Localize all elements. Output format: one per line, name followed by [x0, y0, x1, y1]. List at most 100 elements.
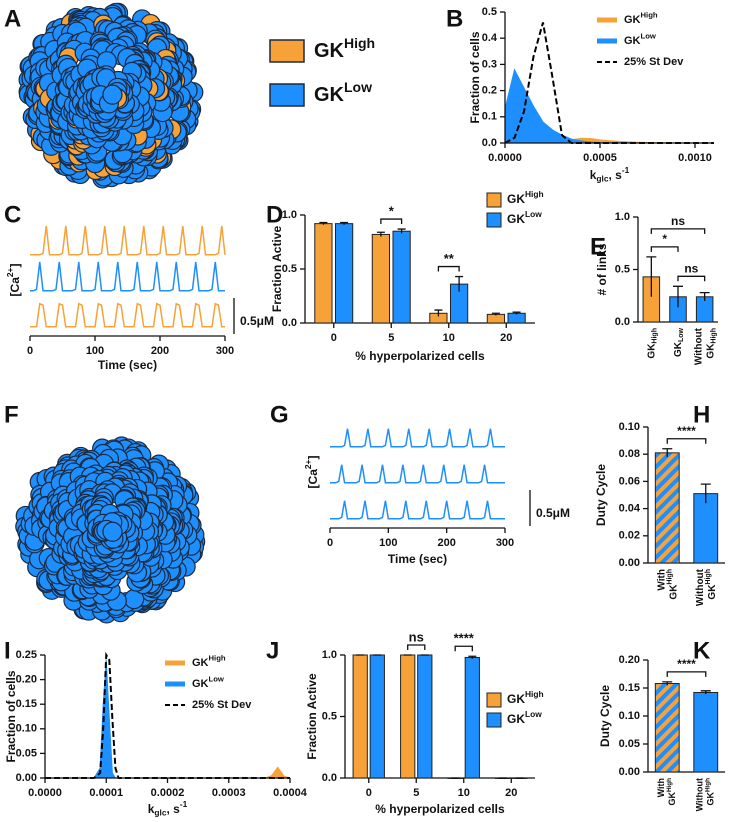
legend-label: GKLow [507, 209, 542, 226]
x-axis-label: kglc, s-1 [590, 165, 630, 183]
legend-swatch [486, 692, 502, 708]
trace-line [30, 225, 226, 256]
bar [417, 654, 433, 779]
x-tick-label-part: With [656, 569, 667, 591]
y-tick-label: 0.00 [16, 772, 37, 784]
x-tick-label: Without [695, 778, 705, 811]
x-tick-label-part: GK [706, 584, 717, 600]
x-axis-label: Time (sec) [98, 358, 157, 372]
legend-label-part: GK [624, 14, 641, 26]
legend-swatch [486, 212, 502, 228]
error-bar [662, 448, 673, 457]
legend-label-part: GK [624, 35, 641, 47]
x-tick-label: With [656, 569, 667, 591]
x-axis-label-part: -1 [180, 799, 188, 809]
legend-label-part: High [525, 189, 544, 199]
y-axis-label-part: 2+ [5, 267, 15, 277]
bar [507, 312, 526, 324]
x-axis-label-part: , s [609, 168, 623, 182]
x-tick-label: 200 [437, 537, 455, 549]
x-tick-label: 20 [505, 787, 517, 799]
bar [693, 493, 719, 564]
bar [654, 452, 680, 564]
y-tick-label: 1.0 [282, 209, 297, 221]
y-tick-label: 0.00 [619, 557, 640, 569]
panel-label: B [446, 5, 463, 32]
x-tick-label-part: High [704, 778, 711, 792]
significance-label: **** [677, 657, 696, 671]
x-tick-label: 20 [500, 332, 512, 344]
legend-label: GKHigh [507, 189, 544, 206]
line [45, 651, 290, 779]
legend-label-part: High [209, 654, 226, 663]
x-tick-label: 100 [86, 345, 104, 357]
x-tick-label: 0 [366, 787, 372, 799]
y-tick-label: 0.5 [615, 263, 630, 275]
legend-label-part: GK [314, 40, 345, 62]
legend-label: GKLow [192, 675, 224, 690]
x-tick-label-part: High [666, 569, 673, 585]
significance-label: **** [677, 424, 696, 438]
y-axis-label: Fraction Active [305, 673, 319, 760]
bar [693, 691, 719, 773]
bar [392, 230, 411, 324]
x-tick-label-part: GK [706, 791, 716, 805]
legend-swatch [269, 83, 305, 107]
scale-bar-label: 0.5μM [536, 506, 570, 520]
y-axis-label: Duty Cycle [598, 685, 612, 747]
legend-label: GKHigh [624, 11, 658, 26]
x-tick-label-part: With [656, 778, 666, 797]
significance-bracket [666, 438, 707, 444]
significance-bracket [650, 228, 706, 234]
y-tick-label: 0.5 [322, 710, 337, 722]
x-tick-label-part: GK [667, 791, 677, 805]
y-tick-label: 0.08 [619, 448, 640, 460]
legend-label: GKLow [624, 32, 656, 47]
y-axis-label-part: [Ca [306, 469, 320, 489]
x-tick-label: GKHigh [705, 328, 717, 359]
y-axis-label: Fraction of cells [4, 670, 18, 762]
legend-label-part: GK [192, 657, 209, 669]
legend-label-part: Low [525, 709, 542, 719]
significance-label: ns [671, 214, 685, 228]
y-tick-label: 0.10 [619, 710, 640, 722]
x-tick-label: GKHigh [705, 569, 718, 600]
significance-label: ** [444, 251, 455, 266]
legend-label-part: High [525, 689, 544, 699]
x-tick-label: 0 [327, 537, 333, 549]
legend-label-part: Low [641, 32, 656, 41]
x-tick-label-part: Without [693, 327, 704, 365]
x-tick-label: 0.0004 [273, 787, 308, 799]
error-bar [699, 291, 710, 301]
y-tick-label: 0.0 [322, 772, 337, 784]
y-tick-label: 0.3 [482, 58, 497, 70]
x-tick-label: GKHigh [646, 328, 658, 359]
x-tick-label: Without [693, 327, 704, 365]
x-tick-label-part: GK [646, 343, 657, 359]
y-tick-label: 1.0 [322, 649, 337, 661]
y-tick-label: 0.02 [619, 530, 640, 542]
error-bar [455, 275, 464, 292]
y-tick-label: 0.1 [482, 111, 497, 123]
x-tick-label: GKHigh [666, 778, 677, 806]
y-axis-label: Duty Cycle [594, 464, 608, 526]
x-tick-label: 0.0001 [89, 787, 123, 799]
x-tick-label: 100 [379, 537, 397, 549]
error-bar [319, 221, 328, 225]
x-axis-label-part: , s [167, 802, 181, 816]
bar [369, 654, 385, 779]
y-axis-label: Fraction of cells [468, 31, 482, 123]
legend-label: 25% St Dev [624, 56, 684, 68]
panel-label: E [590, 233, 606, 260]
legend-label: GKHigh [314, 35, 375, 63]
panel-label: J [266, 637, 279, 664]
y-axis-label-part: ] [8, 264, 22, 268]
trace-line [330, 500, 505, 520]
y-axis-label-part: ] [306, 456, 320, 460]
significance-bracket [380, 218, 403, 225]
significance-bracket [454, 645, 473, 652]
x-tick-label: 0.0003 [212, 787, 246, 799]
x-tick-label: 0 [27, 345, 33, 357]
y-tick-label: 0.5 [482, 6, 497, 18]
trace-line [30, 261, 225, 292]
